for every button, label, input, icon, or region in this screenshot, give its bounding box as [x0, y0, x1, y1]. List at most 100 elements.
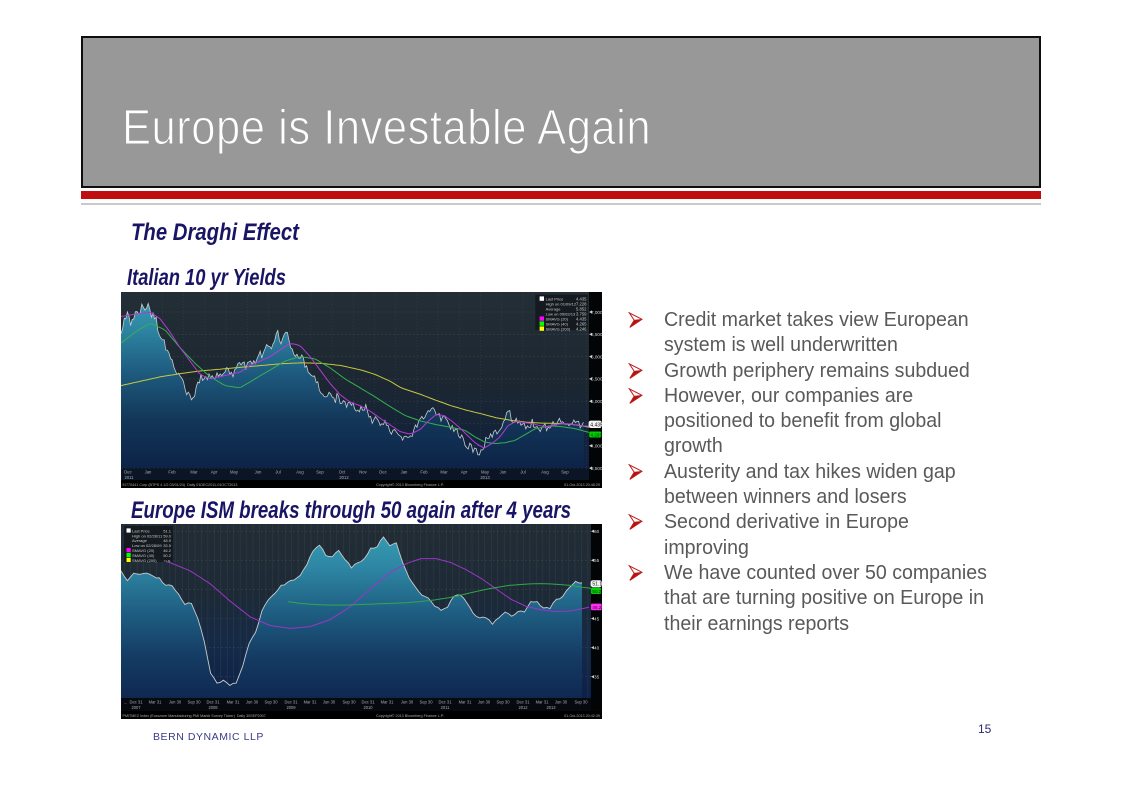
svg-text:SMAVG (200): SMAVG (200) [132, 558, 157, 563]
svg-text:Jun 30: Jun 30 [555, 700, 568, 705]
svg-text:Jun: Jun [500, 470, 507, 475]
svg-text:Dec 31: Dec 31 [285, 700, 299, 705]
svg-text:4.435: 4.435 [576, 297, 587, 302]
svg-text:May: May [481, 470, 490, 475]
svg-text:4.265: 4.265 [591, 432, 603, 437]
svg-text:48.9: 48.9 [163, 538, 172, 543]
svg-text:3.759: 3.759 [576, 312, 587, 317]
svg-text:46.2: 46.2 [592, 605, 601, 610]
svg-text:...: ... [124, 700, 127, 705]
svg-text:35: 35 [594, 675, 600, 680]
svg-text:Jun 30: Jun 30 [169, 700, 182, 705]
svg-text:Sep 30: Sep 30 [265, 700, 279, 705]
svg-text:Jun 30: Jun 30 [323, 700, 336, 705]
svg-text:6,500: 6,500 [591, 332, 602, 337]
svg-text:Mar: Mar [440, 470, 448, 475]
svg-text:Dec: Dec [379, 470, 386, 475]
svg-text:Aug: Aug [296, 470, 304, 475]
svg-text:7,000: 7,000 [591, 310, 602, 315]
svg-text:Average: Average [132, 538, 148, 543]
svg-text:2011: 2011 [441, 705, 451, 710]
svg-text:Feb: Feb [420, 470, 428, 475]
svg-text:3,500: 3,500 [591, 466, 602, 471]
svg-text:Jun 30: Jun 30 [401, 700, 414, 705]
svg-text:2011: 2011 [124, 475, 134, 480]
svg-text:5.852: 5.852 [576, 307, 587, 312]
svg-text:Jun 30: Jun 30 [478, 700, 491, 705]
svg-text:2007: 2007 [131, 705, 141, 710]
svg-text:2012: 2012 [518, 705, 528, 710]
svg-text:Feb: Feb [168, 470, 176, 475]
svg-text:2008: 2008 [208, 705, 218, 710]
svg-text:6,000: 6,000 [591, 354, 602, 359]
svg-text:Jul: Jul [520, 470, 525, 475]
svg-text:Mar 31: Mar 31 [149, 700, 162, 705]
svg-text:Mar 31: Mar 31 [227, 700, 240, 705]
svg-text:60: 60 [594, 529, 600, 534]
svg-text:n.a.: n.a. [164, 558, 171, 563]
svg-text:Average: Average [546, 307, 562, 312]
svg-text:2013: 2013 [480, 475, 490, 480]
svg-text:50.2: 50.2 [592, 589, 601, 594]
svg-text:2013: 2013 [546, 705, 556, 710]
svg-text:Low on 05/02/13: Low on 05/02/13 [546, 312, 576, 317]
svg-text:59.0: 59.0 [163, 533, 172, 538]
svg-text:Last Price: Last Price [132, 528, 151, 533]
svg-text:Mar 31: Mar 31 [536, 700, 549, 705]
svg-text:Dec 31: Dec 31 [130, 700, 144, 705]
svg-text:Sep 30: Sep 30 [420, 700, 434, 705]
svg-text:Oct: Oct [339, 470, 346, 475]
svg-text:55: 55 [594, 558, 600, 563]
svg-text:Jun 30: Jun 30 [246, 700, 259, 705]
svg-text:High on 02/28/11: High on 02/28/11 [132, 533, 163, 538]
svg-text:51.1: 51.1 [163, 528, 172, 533]
svg-text:46.2: 46.2 [163, 548, 172, 553]
svg-text:Sep 30: Sep 30 [188, 700, 202, 705]
svg-text:EI770441 Corp (BTPS 4 1/2 03/0: EI770441 Corp (BTPS 4 1/2 03/01/24) Dail… [123, 483, 238, 487]
svg-text:Jul: Jul [275, 470, 280, 475]
svg-text:Sep: Sep [561, 470, 569, 475]
svg-text:Dec: Dec [124, 470, 131, 475]
svg-text:4.265: 4.265 [576, 322, 587, 327]
svg-text:Mar 31: Mar 31 [381, 700, 394, 705]
svg-text:SMAVG (20): SMAVG (20) [132, 548, 155, 553]
svg-text:PMITMEZ Index (Eurozone Manufa: PMITMEZ Index (Eurozone Manufacturing PM… [123, 714, 266, 718]
svg-text:33.5: 33.5 [163, 543, 172, 548]
svg-text:7.228: 7.228 [576, 302, 587, 307]
svg-text:High on 01/09/12: High on 01/09/12 [546, 302, 577, 307]
svg-text:5,000: 5,000 [591, 399, 602, 404]
svg-text:Aug: Aug [541, 470, 549, 475]
svg-text:51.1: 51.1 [592, 582, 602, 588]
svg-text:4,000: 4,000 [591, 444, 602, 449]
svg-text:2012: 2012 [339, 475, 349, 480]
svg-text:Sep 30: Sep 30 [575, 700, 589, 705]
svg-text:Apr: Apr [461, 470, 468, 475]
svg-text:Sep: Sep [316, 470, 324, 475]
svg-text:Copyright© 2013 Bloomberg Fina: Copyright© 2013 Bloomberg Finance L.P. [376, 483, 444, 487]
svg-text:Dec 31: Dec 31 [439, 700, 453, 705]
svg-text:SMAVG (40): SMAVG (40) [132, 553, 155, 558]
svg-text:SMAVG (40): SMAVG (40) [546, 322, 569, 327]
svg-text:50.2: 50.2 [163, 553, 172, 558]
svg-text:Nov: Nov [359, 470, 367, 475]
svg-text:Dec 31: Dec 31 [517, 700, 531, 705]
svg-text:Dec 31: Dec 31 [362, 700, 376, 705]
svg-text:45: 45 [594, 616, 600, 621]
svg-text:May: May [230, 470, 239, 475]
svg-text:Dec 31: Dec 31 [207, 700, 221, 705]
svg-text:4.435: 4.435 [590, 422, 602, 428]
svg-text:Jun: Jun [255, 470, 262, 475]
svg-text:Mar: Mar [190, 470, 198, 475]
svg-text:2010: 2010 [363, 705, 373, 710]
svg-text:Mar 31: Mar 31 [304, 700, 317, 705]
svg-text:Sep 30: Sep 30 [343, 700, 357, 705]
svg-text:Jan: Jan [401, 470, 408, 475]
svg-text:01-Oct-2013 20:42:39: 01-Oct-2013 20:42:39 [564, 714, 600, 718]
svg-text:5,500: 5,500 [591, 377, 602, 382]
svg-text:01-Oct-2013 20:48:29: 01-Oct-2013 20:48:29 [564, 483, 600, 487]
svg-text:SMAVG (20): SMAVG (20) [546, 317, 569, 322]
svg-text:4.435: 4.435 [576, 317, 587, 322]
svg-text:Jan: Jan [145, 470, 152, 475]
svg-text:Sep 30: Sep 30 [497, 700, 511, 705]
svg-text:Last Price: Last Price [546, 297, 565, 302]
